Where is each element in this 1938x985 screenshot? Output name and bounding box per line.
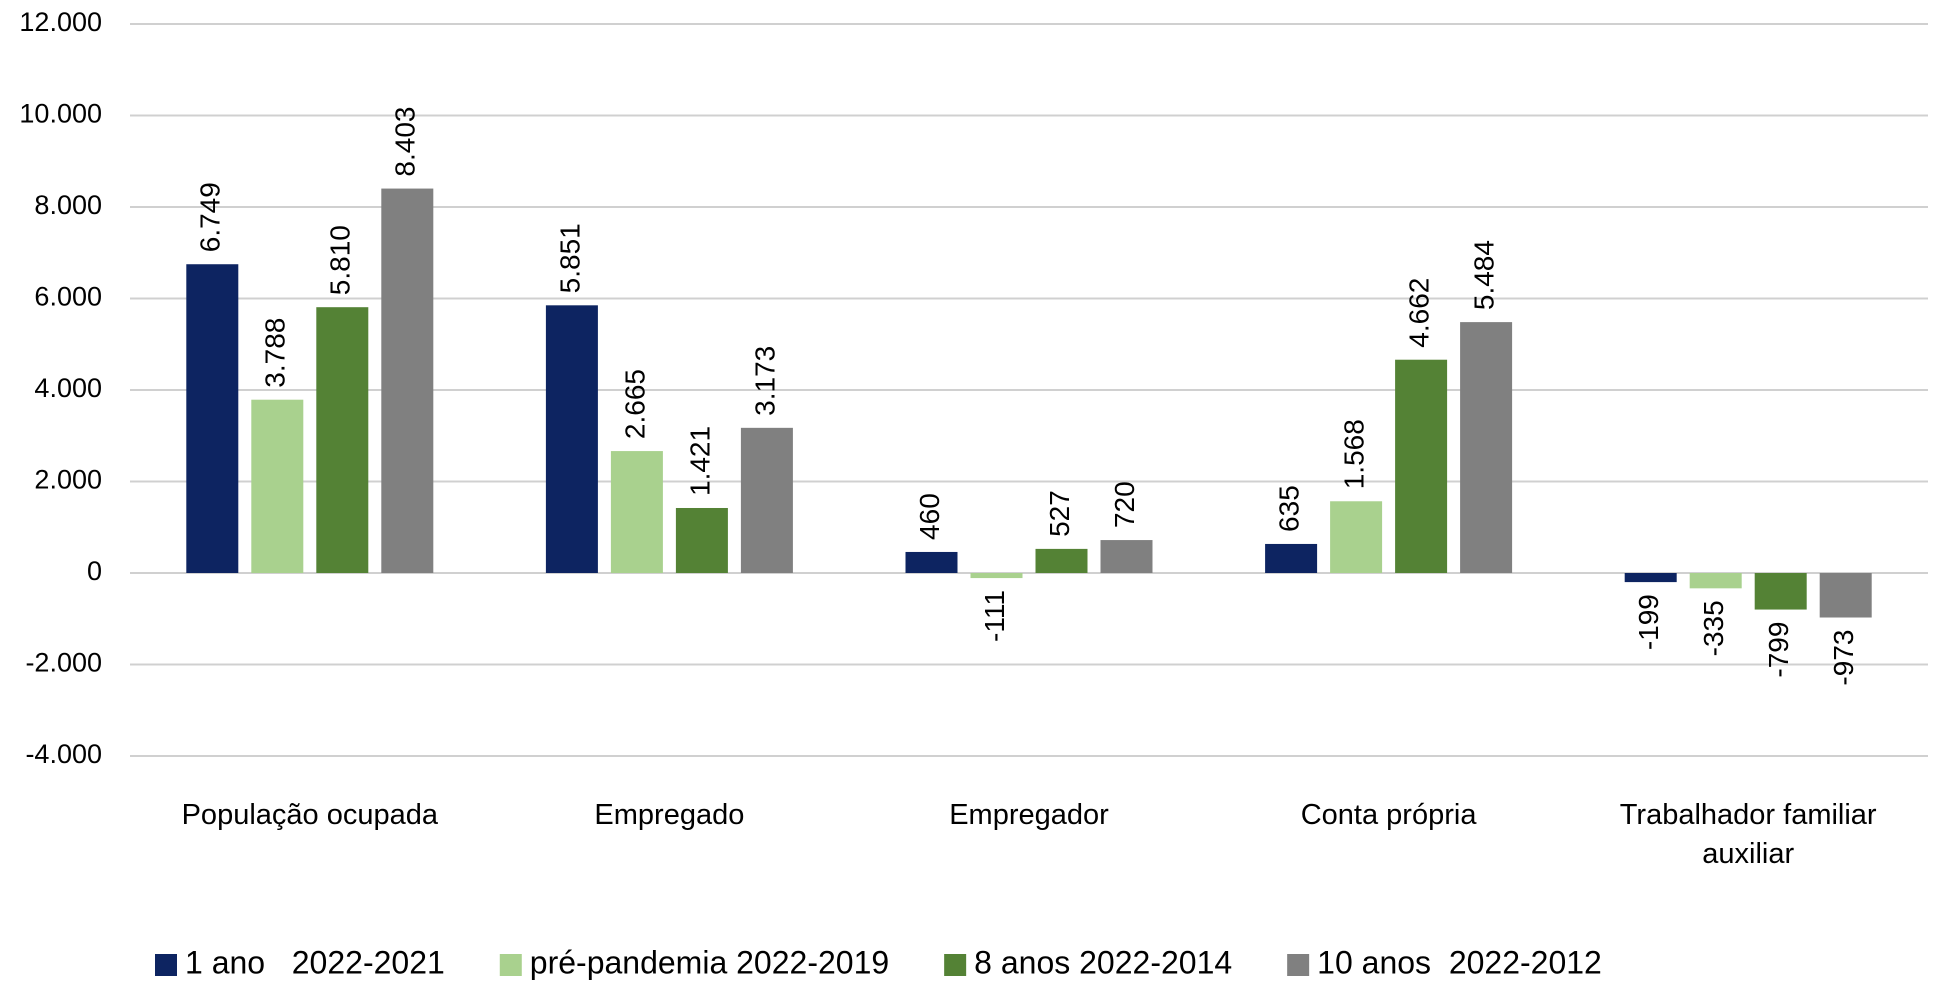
data-label: 8.403 bbox=[390, 106, 421, 176]
bar bbox=[1100, 540, 1153, 573]
x-tick-label-box: População ocupada bbox=[181, 799, 438, 831]
data-label: 2.665 bbox=[619, 369, 650, 439]
data-label: 1.568 bbox=[1338, 419, 1369, 489]
bar bbox=[1689, 573, 1742, 589]
y-tick-label: 0 bbox=[87, 556, 102, 586]
data-label: 720 bbox=[1109, 481, 1140, 528]
data-label: 5.851 bbox=[554, 223, 585, 293]
bar bbox=[1330, 501, 1383, 573]
bar bbox=[316, 307, 369, 573]
bar bbox=[610, 451, 663, 573]
bar bbox=[905, 551, 958, 573]
legend-swatch bbox=[155, 954, 177, 976]
y-tick-label: 2.000 bbox=[34, 465, 102, 495]
y-tick-label: 6.000 bbox=[34, 282, 102, 312]
x-tick-label-box: Empregado bbox=[594, 799, 745, 831]
legend-label: 1 ano 2022-2021 bbox=[185, 944, 445, 980]
data-label: -335 bbox=[1698, 600, 1729, 656]
data-label: -799 bbox=[1763, 622, 1794, 678]
data-label: 527 bbox=[1044, 490, 1075, 537]
bar bbox=[1265, 543, 1318, 573]
data-label: 5.810 bbox=[325, 225, 356, 295]
legend-label: 10 anos 2022-2012 bbox=[1317, 944, 1602, 980]
y-tick-label: 4.000 bbox=[34, 373, 102, 403]
x-tick-label: Empregador bbox=[949, 799, 1109, 831]
bar bbox=[1460, 322, 1513, 573]
bar bbox=[1754, 573, 1807, 610]
y-tick-label: -2.000 bbox=[25, 648, 102, 678]
data-label: 635 bbox=[1273, 485, 1304, 532]
data-label: 3.173 bbox=[749, 346, 780, 416]
y-tick-label: 10.000 bbox=[19, 99, 102, 129]
bar bbox=[740, 427, 793, 573]
y-tick-label: 8.000 bbox=[34, 190, 102, 220]
legend-swatch bbox=[944, 954, 967, 976]
x-tick-label-box: Trabalhador familiar auxiliar bbox=[1619, 799, 1877, 871]
y-tick-label: -4.000 bbox=[25, 739, 102, 769]
data-label: -111 bbox=[979, 590, 1010, 642]
data-label: -973 bbox=[1828, 630, 1859, 686]
x-tick-label-box: Empregador bbox=[949, 799, 1109, 831]
x-tick-label-box: Conta própria bbox=[1300, 799, 1477, 831]
data-label: 6.749 bbox=[195, 182, 226, 252]
data-label: -199 bbox=[1633, 594, 1664, 650]
x-tick-label: Trabalhador familiar auxiliar bbox=[1619, 799, 1877, 871]
data-label: 1.421 bbox=[684, 426, 715, 496]
bar bbox=[186, 264, 239, 573]
data-label: 5.484 bbox=[1468, 240, 1499, 310]
bar bbox=[381, 188, 434, 573]
legend-swatch bbox=[499, 954, 522, 976]
x-tick-label: Conta própria bbox=[1300, 799, 1477, 831]
legend-label: 8 anos 2022-2014 bbox=[974, 944, 1232, 980]
data-label: 4.662 bbox=[1403, 278, 1434, 348]
bar bbox=[675, 507, 728, 573]
bar bbox=[545, 305, 598, 573]
bar bbox=[1819, 573, 1872, 618]
legend-label: pré-pandemia 2022-2019 bbox=[530, 944, 889, 980]
bar bbox=[1395, 359, 1448, 573]
legend-swatch bbox=[1287, 954, 1310, 976]
bar bbox=[1624, 573, 1677, 583]
bar bbox=[970, 573, 1023, 579]
data-label: 460 bbox=[914, 493, 945, 540]
bar bbox=[251, 399, 304, 573]
x-tick-label: Empregado bbox=[594, 799, 745, 831]
bar bbox=[1035, 548, 1088, 573]
data-label: 3.788 bbox=[260, 318, 291, 388]
x-tick-label: População ocupada bbox=[181, 799, 438, 831]
y-tick-label: 12.000 bbox=[19, 7, 102, 37]
